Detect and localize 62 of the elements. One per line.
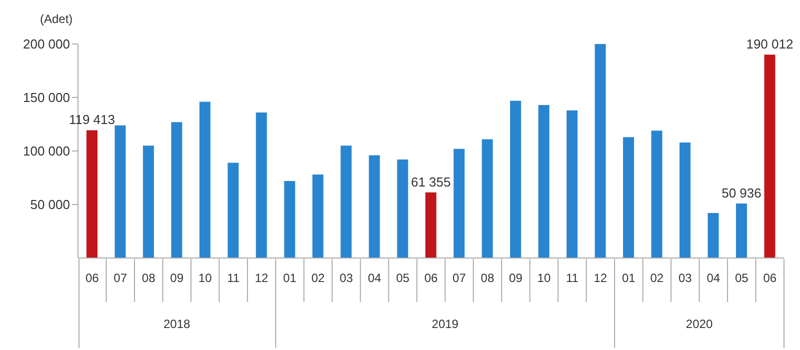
x-tick-label: 11 [566,271,579,285]
bar [340,146,352,258]
bar [171,122,182,258]
x-tick-label: 12 [594,271,608,285]
data-label: 190 012 [746,36,794,52]
x-tick-label: 04 [706,271,720,285]
x-tick-label: 05 [396,271,410,285]
x-tick-label: 10 [537,271,551,285]
x-tick-label: 06 [424,271,438,285]
bar [114,125,126,258]
x-tick-label: 08 [480,271,494,285]
y-tick-label: 150 000 [23,90,70,106]
bar [454,148,465,258]
x-tick-label: 07 [114,271,128,285]
bar [397,160,408,258]
bar [651,130,662,258]
bar [368,155,380,258]
x-tick-label: 04 [368,271,382,285]
y-tick-label: 50 000 [30,197,70,212]
x-tick-label: 02 [650,271,664,285]
x-tick-label: 08 [142,271,156,285]
bar [482,139,493,258]
bar [425,192,436,258]
text: 2019 [432,317,459,331]
x-tick-label: 12 [254,271,269,285]
data-label: 61 355 [410,174,451,190]
bar [86,130,98,258]
text: 2020 [686,317,713,331]
x-tick-label: 01 [283,271,297,285]
x-tick-label: 05 [734,271,749,285]
bar [312,174,324,258]
x-tick-label: 03 [678,271,692,285]
x-tick-label: 10 [198,271,212,285]
bar [228,162,239,258]
x-tick-label: 07 [452,271,466,285]
bar [736,204,747,258]
data-label: 119 413 [68,112,115,128]
bar [284,180,296,258]
x-tick-label: 02 [311,271,326,285]
y-tick-label: 100 000 [23,144,70,159]
x-tick-label: 01 [622,271,636,285]
y-tick-label: 200 000 [23,36,70,52]
bar [594,44,606,258]
bar [623,137,634,258]
bar [538,104,550,258]
bar [256,112,267,258]
bar [199,102,210,258]
data-label: 50 936 [722,186,762,200]
bar [142,146,154,258]
text: 2018 [163,317,191,331]
bar [708,213,719,258]
bar [680,142,691,258]
bar [510,100,522,258]
bar [764,54,776,258]
x-tick-label: 09 [170,271,184,285]
x-tick-label: 06 [85,271,100,285]
x-tick-label: 11 [227,271,240,285]
x-tick-label: 09 [509,271,523,285]
x-tick-label: 03 [340,271,354,285]
y-axis-title: (Adet) [40,12,73,26]
x-tick-label: 06 [763,271,777,285]
bar [566,110,578,258]
